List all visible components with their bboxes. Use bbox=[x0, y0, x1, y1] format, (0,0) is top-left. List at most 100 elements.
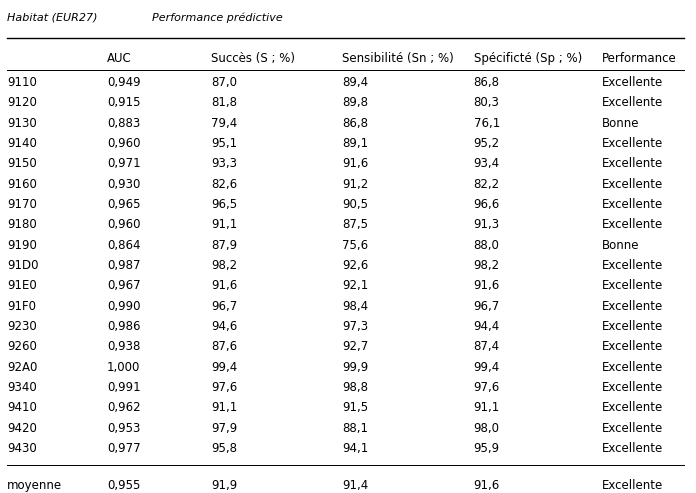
Text: 89,1: 89,1 bbox=[342, 137, 368, 150]
Text: 98,8: 98,8 bbox=[342, 381, 368, 394]
Text: 88,1: 88,1 bbox=[342, 422, 368, 435]
Text: 98,2: 98,2 bbox=[211, 259, 237, 272]
Text: Excellente: Excellente bbox=[601, 422, 663, 435]
Text: 98,4: 98,4 bbox=[342, 300, 368, 313]
Text: 0,987: 0,987 bbox=[107, 259, 141, 272]
Text: 1,000: 1,000 bbox=[107, 361, 141, 374]
Text: 9170: 9170 bbox=[7, 198, 37, 211]
Text: 9160: 9160 bbox=[7, 177, 37, 191]
Text: 99,4: 99,4 bbox=[473, 361, 500, 374]
Text: Succès (S ; %): Succès (S ; %) bbox=[211, 52, 295, 65]
Text: 0,986: 0,986 bbox=[107, 320, 141, 333]
Text: 92,7: 92,7 bbox=[342, 340, 368, 353]
Text: 95,2: 95,2 bbox=[473, 137, 500, 150]
Text: 9420: 9420 bbox=[7, 422, 37, 435]
Text: 95,1: 95,1 bbox=[211, 137, 237, 150]
Text: 91,9: 91,9 bbox=[211, 479, 237, 492]
Text: 91,6: 91,6 bbox=[473, 280, 500, 292]
Text: 97,3: 97,3 bbox=[342, 320, 368, 333]
Text: 93,4: 93,4 bbox=[473, 157, 500, 171]
Text: 90,5: 90,5 bbox=[342, 198, 368, 211]
Text: 96,7: 96,7 bbox=[473, 300, 500, 313]
Text: 96,7: 96,7 bbox=[211, 300, 237, 313]
Text: 87,0: 87,0 bbox=[211, 76, 237, 89]
Text: 91,1: 91,1 bbox=[211, 218, 237, 231]
Text: 0,953: 0,953 bbox=[107, 422, 141, 435]
Text: 9430: 9430 bbox=[7, 442, 37, 455]
Text: 0,938: 0,938 bbox=[107, 340, 141, 353]
Text: 9340: 9340 bbox=[7, 381, 37, 394]
Text: 9190: 9190 bbox=[7, 239, 37, 252]
Text: 0,962: 0,962 bbox=[107, 401, 141, 415]
Text: 91D0: 91D0 bbox=[7, 259, 38, 272]
Text: 82,6: 82,6 bbox=[211, 177, 237, 191]
Text: 87,9: 87,9 bbox=[211, 239, 237, 252]
Text: 96,6: 96,6 bbox=[473, 198, 500, 211]
Text: Habitat (EUR27): Habitat (EUR27) bbox=[7, 12, 97, 22]
Text: 9150: 9150 bbox=[7, 157, 37, 171]
Text: 87,4: 87,4 bbox=[473, 340, 500, 353]
Text: 0,971: 0,971 bbox=[107, 157, 141, 171]
Text: Bonne: Bonne bbox=[601, 117, 639, 130]
Text: 80,3: 80,3 bbox=[473, 96, 500, 109]
Text: 76,1: 76,1 bbox=[473, 117, 500, 130]
Text: Excellente: Excellente bbox=[601, 218, 663, 231]
Text: 88,0: 88,0 bbox=[473, 239, 500, 252]
Text: 89,8: 89,8 bbox=[342, 96, 368, 109]
Text: 91,3: 91,3 bbox=[473, 218, 500, 231]
Text: 98,2: 98,2 bbox=[473, 259, 500, 272]
Text: Performance prédictive: Performance prédictive bbox=[152, 12, 283, 23]
Text: Excellente: Excellente bbox=[601, 381, 663, 394]
Text: 94,4: 94,4 bbox=[473, 320, 500, 333]
Text: 79,4: 79,4 bbox=[211, 117, 237, 130]
Text: 97,6: 97,6 bbox=[211, 381, 237, 394]
Text: Excellente: Excellente bbox=[601, 479, 663, 492]
Text: 0,864: 0,864 bbox=[107, 239, 141, 252]
Text: Excellente: Excellente bbox=[601, 442, 663, 455]
Text: 86,8: 86,8 bbox=[473, 76, 500, 89]
Text: 91F0: 91F0 bbox=[7, 300, 36, 313]
Text: Excellente: Excellente bbox=[601, 157, 663, 171]
Text: Bonne: Bonne bbox=[601, 239, 639, 252]
Text: 92,6: 92,6 bbox=[342, 259, 368, 272]
Text: 9120: 9120 bbox=[7, 96, 37, 109]
Text: 87,5: 87,5 bbox=[342, 218, 368, 231]
Text: Excellente: Excellente bbox=[601, 320, 663, 333]
Text: Performance: Performance bbox=[601, 52, 677, 65]
Text: Excellente: Excellente bbox=[601, 361, 663, 374]
Text: 0,991: 0,991 bbox=[107, 381, 141, 394]
Text: 95,9: 95,9 bbox=[473, 442, 500, 455]
Text: Sensibilité (Sn ; %): Sensibilité (Sn ; %) bbox=[342, 52, 454, 65]
Text: 91,6: 91,6 bbox=[473, 479, 500, 492]
Text: 9110: 9110 bbox=[7, 76, 37, 89]
Text: 89,4: 89,4 bbox=[342, 76, 368, 89]
Text: 9130: 9130 bbox=[7, 117, 37, 130]
Text: AUC: AUC bbox=[107, 52, 132, 65]
Text: 98,0: 98,0 bbox=[473, 422, 500, 435]
Text: 0,977: 0,977 bbox=[107, 442, 141, 455]
Text: 92A0: 92A0 bbox=[7, 361, 38, 374]
Text: 0,960: 0,960 bbox=[107, 218, 141, 231]
Text: Excellente: Excellente bbox=[601, 340, 663, 353]
Text: 91,5: 91,5 bbox=[342, 401, 368, 415]
Text: 0,949: 0,949 bbox=[107, 76, 141, 89]
Text: 9180: 9180 bbox=[7, 218, 37, 231]
Text: 75,6: 75,6 bbox=[342, 239, 368, 252]
Text: Excellente: Excellente bbox=[601, 198, 663, 211]
Text: Excellente: Excellente bbox=[601, 137, 663, 150]
Text: 94,6: 94,6 bbox=[211, 320, 237, 333]
Text: 0,930: 0,930 bbox=[107, 177, 141, 191]
Text: 99,9: 99,9 bbox=[342, 361, 368, 374]
Text: 9410: 9410 bbox=[7, 401, 37, 415]
Text: 91,1: 91,1 bbox=[211, 401, 237, 415]
Text: 82,2: 82,2 bbox=[473, 177, 500, 191]
Text: 97,9: 97,9 bbox=[211, 422, 237, 435]
Text: 87,6: 87,6 bbox=[211, 340, 237, 353]
Text: 91,1: 91,1 bbox=[473, 401, 500, 415]
Text: 91,6: 91,6 bbox=[211, 280, 237, 292]
Text: 97,6: 97,6 bbox=[473, 381, 500, 394]
Text: Excellente: Excellente bbox=[601, 300, 663, 313]
Text: 96,5: 96,5 bbox=[211, 198, 237, 211]
Text: 0,990: 0,990 bbox=[107, 300, 141, 313]
Text: 99,4: 99,4 bbox=[211, 361, 237, 374]
